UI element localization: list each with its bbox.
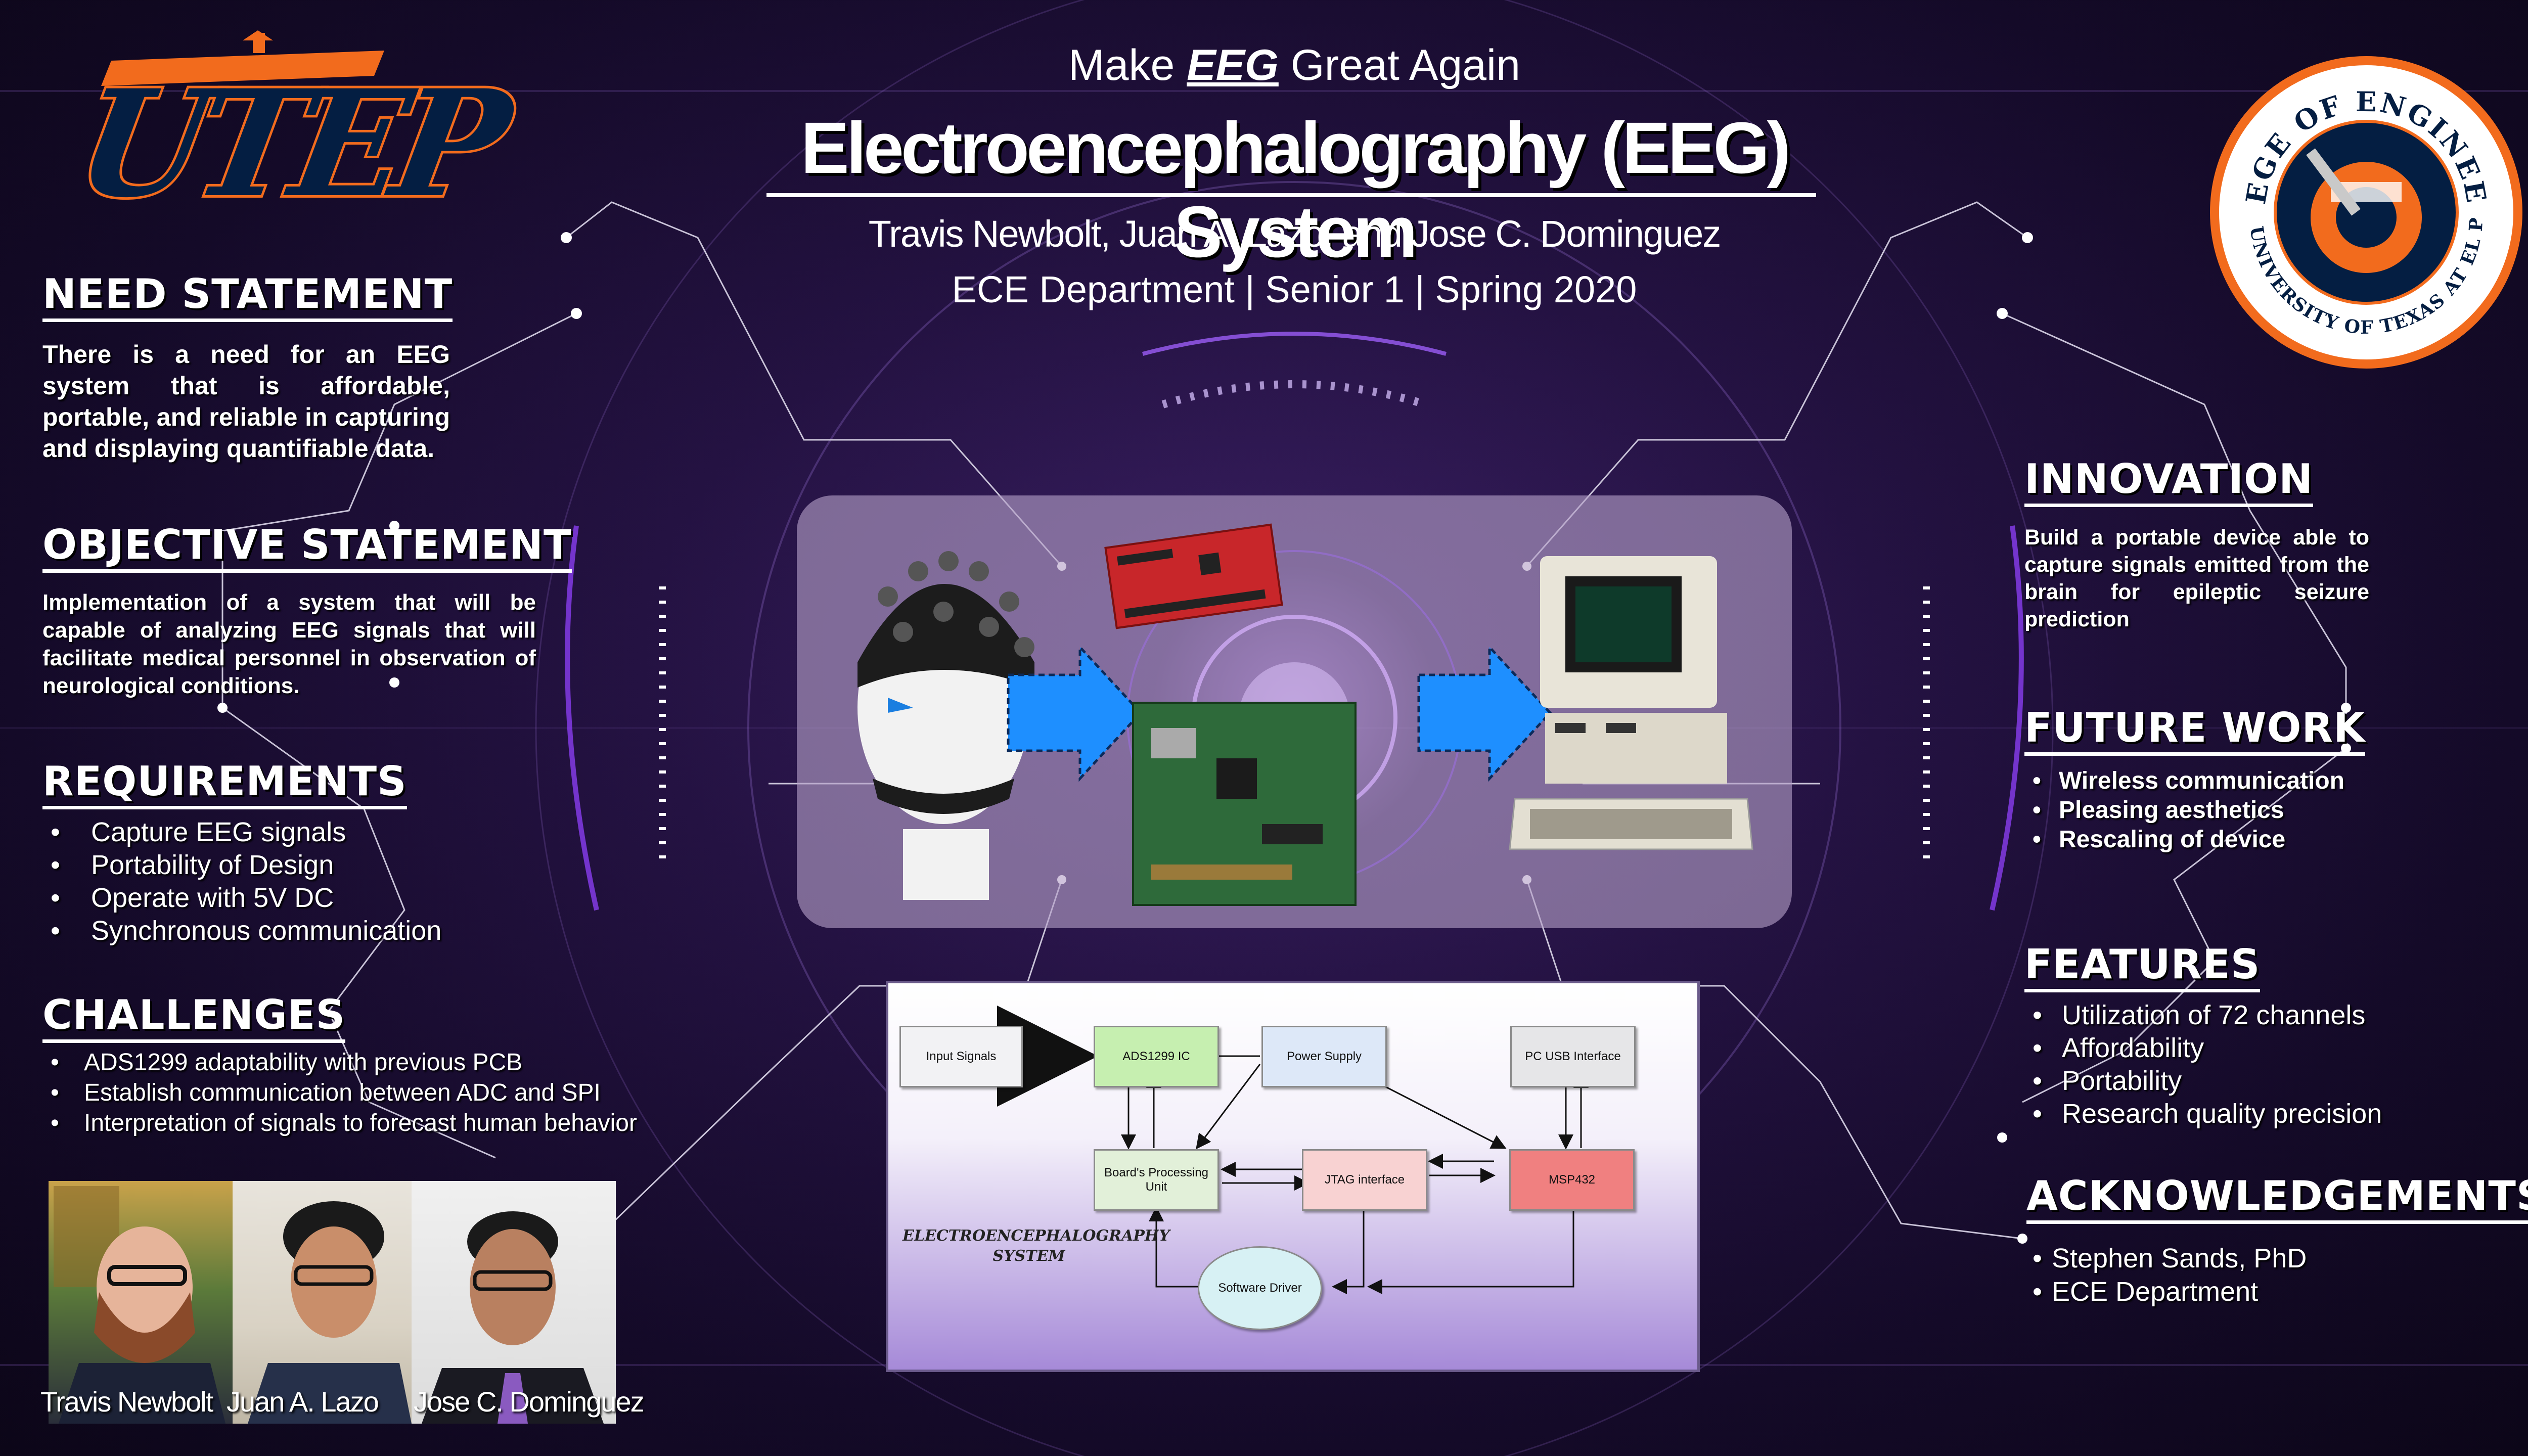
page-title: Electroencephalography (EEG) System	[800, 107, 1791, 272]
team-name-travis: Travis Newbolt	[40, 1386, 213, 1418]
department-line: ECE Department | Senior 1 | Spring 2020	[952, 268, 1637, 310]
list-item: ECE Department	[2024, 1275, 2307, 1308]
acknowledgements-title: ACKNOWLEDGEMENTS	[2026, 1175, 2528, 1224]
utep-logo-graphic	[101, 30, 384, 86]
list-item: Wireless communication	[2024, 766, 2344, 796]
list-item: Pleasing aesthetics	[2024, 796, 2344, 825]
team-photo-jose	[412, 1181, 616, 1424]
eeg-cap-headset	[857, 551, 1034, 900]
authors-line: Travis Newbolt, Juan A. Lazo, and Jose C…	[868, 213, 1721, 255]
list-item: Establish communication between ADC and …	[42, 1078, 637, 1108]
need-statement-title: NEED STATEMENT	[42, 273, 453, 322]
team-name-jose: Jose C. Dominguez	[414, 1386, 645, 1418]
diagram-caption: ELECTROENCEPHALOGRAPHY SYSTEM	[902, 1226, 1170, 1266]
acknowledgements-list: Stephen Sands, PhD ECE Department	[2024, 1242, 2307, 1308]
objective-statement-text: Implementation of a system that will be …	[42, 590, 536, 698]
block-diagram: Input Signals ADS1299 IC Power Supply PC…	[886, 981, 1700, 1372]
objective-statement-title: OBJECTIVE STATEMENT	[42, 524, 572, 573]
flow-arrow-1	[1007, 644, 1143, 782]
future-work-title: FUTURE WORK	[2024, 707, 2366, 756]
portrait-graphic	[422, 1211, 604, 1424]
flow-arrow-2	[1417, 644, 1552, 782]
system-overview-graphic	[857, 523, 1753, 906]
diagram-caption-line2: SYSTEM	[992, 1247, 1065, 1265]
diagram-block-power: Power Supply	[1261, 1026, 1387, 1087]
innovation-title: INNOVATION	[2024, 458, 2314, 507]
list-item: Portability of Design	[42, 849, 441, 882]
requirements-title: REQUIREMENTS	[42, 760, 407, 809]
diagram-caption-line1: ELECTROENCEPHALOGRAPHY	[902, 1227, 1170, 1245]
features-title: FEATURES	[2024, 943, 2261, 992]
tagline: Make EEG Great Again	[910, 40, 1679, 90]
system-overview-panel	[797, 495, 1792, 928]
diagram-block-driver: Software Driver	[1198, 1246, 1322, 1330]
title-underline	[766, 193, 1816, 197]
requirements-list: Capture EEG signals Portability of Desig…	[42, 816, 441, 947]
diagram-block-input: Input Signals	[899, 1026, 1023, 1087]
college-seal: COLLEGE OF ENGINEERING THE UNIVERSITY OF…	[2191, 25, 2528, 374]
diagram-block-board: Board's Processing Unit	[1094, 1149, 1219, 1211]
diagram-block-jtag: JTAG interface	[1302, 1149, 1427, 1211]
utep-logo-text: UTEP	[63, 56, 513, 233]
list-item: Synchronous communication	[42, 915, 441, 947]
msp432-launchpad-board	[1104, 523, 1283, 629]
list-item: Capture EEG signals	[42, 816, 441, 849]
need-statement-text: There is a need for an EEG system that i…	[42, 340, 450, 463]
future-work-list: Wireless communication Pleasing aestheti…	[2024, 766, 2344, 854]
list-item: Interpretation of signals to forecast hu…	[42, 1108, 637, 1139]
diagram-block-ads1299: ADS1299 IC	[1094, 1026, 1219, 1087]
list-item: Portability	[2024, 1065, 2382, 1098]
list-item: Research quality precision	[2024, 1098, 2382, 1130]
diagram-block-pc-usb: PC USB Interface	[1510, 1026, 1636, 1087]
list-item: Rescaling of device	[2024, 825, 2344, 854]
list-item: Stephen Sands, PhD	[2024, 1242, 2307, 1275]
features-list: Utilization of 72 channels Affordability…	[2024, 999, 2382, 1130]
tagline-post: Great Again	[1278, 41, 1520, 89]
innovation-text: Build a portable device able to capture …	[2024, 525, 2369, 631]
list-item: Affordability	[2024, 1032, 2382, 1065]
challenges-list: ADS1299 adaptability with previous PCB E…	[42, 1048, 637, 1139]
portrait-graphic	[248, 1201, 412, 1424]
ads1299-eval-board	[1132, 702, 1357, 906]
diagram-block-msp432: MSP432	[1509, 1149, 1635, 1211]
list-item: Utilization of 72 channels	[2024, 999, 2382, 1032]
team-photo-juan	[233, 1181, 412, 1424]
team-photo-travis	[49, 1181, 233, 1424]
challenges-title: CHALLENGES	[42, 994, 346, 1043]
seal-graphic: COLLEGE OF ENGINEERING THE UNIVERSITY OF…	[2191, 25, 2522, 369]
list-item: Operate with 5V DC	[42, 882, 441, 915]
tagline-emphasis: EEG	[1187, 41, 1279, 89]
team-name-juan: Juan A. Lazo	[227, 1386, 379, 1418]
portrait-graphic	[54, 1186, 225, 1424]
tagline-pre: Make	[1068, 41, 1187, 89]
desktop-computer	[1509, 556, 1753, 850]
utep-logo: UTEP	[63, 20, 513, 243]
list-item: ADS1299 adaptability with previous PCB	[42, 1048, 637, 1078]
